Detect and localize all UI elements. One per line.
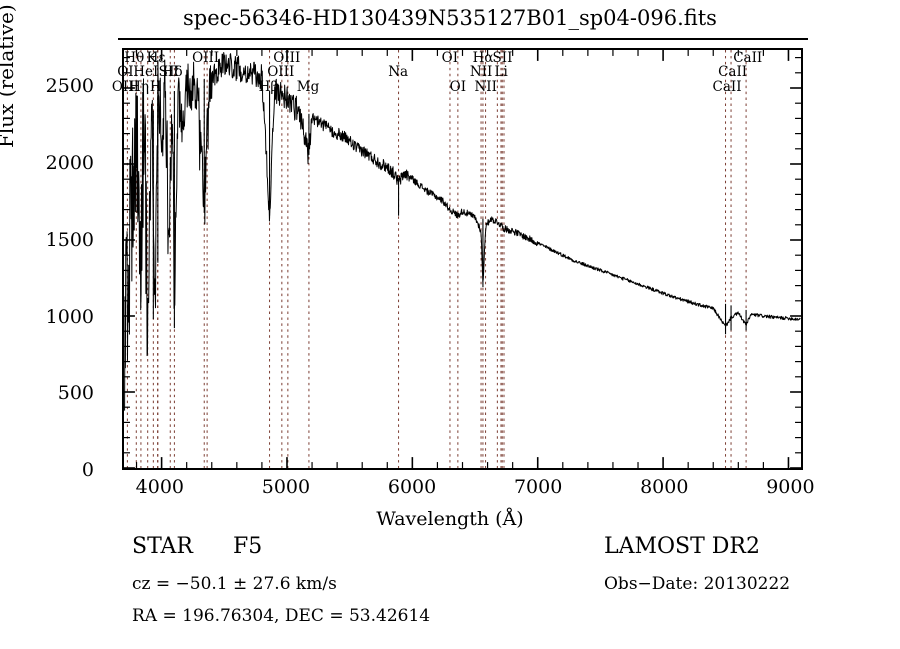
spectrum-canvas <box>124 50 801 468</box>
species-label: CaII <box>718 64 748 80</box>
y-tick-label: 0 <box>81 459 94 481</box>
y-axis-label: Flux (relative) <box>0 4 18 148</box>
y-tick-label: 2000 <box>45 152 94 175</box>
species-label: K <box>146 50 157 66</box>
observation-date: Obs−Date: 20130222 <box>604 574 791 594</box>
species-label: Mg <box>296 79 320 95</box>
survey-name: LAMOST DR2 <box>604 534 760 559</box>
x-axis-label: Wavelength (Å) <box>376 508 524 530</box>
x-tick-label: 7000 <box>513 476 563 498</box>
species-label: Hε <box>146 50 166 66</box>
species-label: OI <box>449 79 467 95</box>
species-label: OI <box>441 50 459 66</box>
species-label: OIII <box>192 50 220 66</box>
species-label: OIII <box>267 64 295 80</box>
object-type: STAR <box>132 534 193 559</box>
species-label: Li <box>494 64 508 80</box>
species-label: OI <box>117 64 134 80</box>
species-label: Hα <box>472 50 494 66</box>
species-label: Hβ <box>258 79 279 95</box>
coordinates: RA = 196.76304, DEC = 53.42614 <box>132 606 431 626</box>
species-label: Na <box>388 64 409 80</box>
species-label: SII <box>158 64 179 80</box>
species-label: CaII <box>733 50 763 66</box>
species-label: CaII <box>712 79 742 95</box>
species-label: Hθ <box>124 50 145 66</box>
spectral-class: F5 <box>233 534 263 559</box>
redshift-velocity: cz = −50.1 ± 27.6 km/s <box>132 574 337 594</box>
species-label: OIII <box>111 79 139 95</box>
metadata-footer: STAR F5 cz = −50.1 ± 27.6 km/s RA = 196.… <box>0 534 900 646</box>
species-label: OIII <box>273 50 301 66</box>
object-type-line: STAR F5 <box>132 534 262 559</box>
x-tick-label: 6000 <box>387 476 437 498</box>
x-tick-label: 8000 <box>640 476 689 498</box>
species-label: H <box>149 79 162 95</box>
y-tick-label: 2500 <box>45 75 94 98</box>
x-tick-label: 9000 <box>766 476 815 498</box>
x-tick-label: 5000 <box>261 476 311 498</box>
species-label: HeI <box>133 64 159 80</box>
spectrum-plot <box>122 48 803 470</box>
page-title: spec-56346-HD130439N535127B01_sp04-096.f… <box>183 6 717 30</box>
y-tick-label: 1000 <box>45 305 94 328</box>
species-label: NII <box>474 79 497 95</box>
title-divider <box>118 38 808 40</box>
species-label: NII <box>469 64 493 80</box>
y-tick-label: 500 <box>57 382 94 405</box>
y-tick-label: 1500 <box>45 228 94 251</box>
species-label: Hη <box>129 79 149 95</box>
species-label: SII <box>492 50 513 66</box>
x-tick-label: 4000 <box>135 476 184 498</box>
species-label: Hδ <box>162 64 183 80</box>
